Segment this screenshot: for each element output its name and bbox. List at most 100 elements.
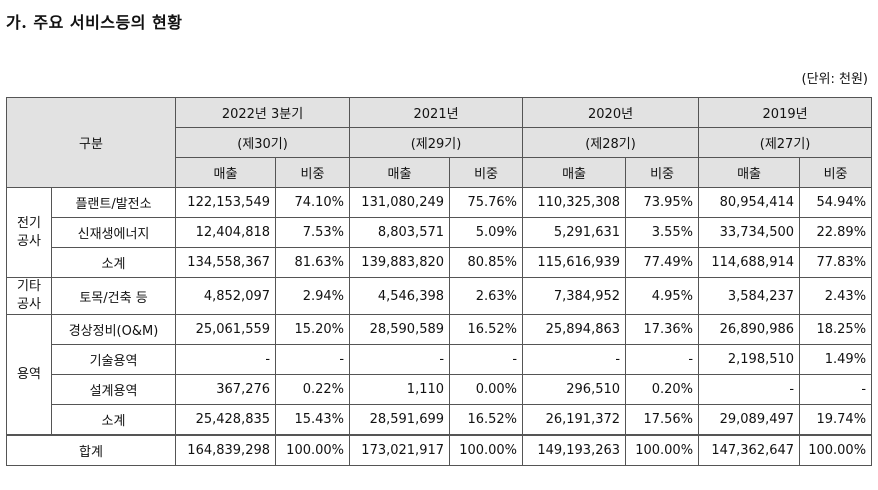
ratio-cell: 77.83%	[799, 247, 873, 278]
ratio-cell: 15.20%	[275, 314, 351, 345]
ratio-cell: 4.95%	[625, 277, 700, 315]
header-sales: 매출	[698, 157, 801, 188]
ratio-cell: 2.43%	[799, 277, 873, 315]
sales-cell: 7,384,952	[522, 277, 627, 315]
ratio-cell: 0.20%	[625, 374, 700, 405]
table-row: 용역 경상정비(O&M) 25,061,559 15.20% 28,590,589 16.…	[6, 314, 873, 436]
row-label: 소계	[50, 404, 177, 436]
row-label: 설계용역	[50, 374, 177, 405]
ratio-cell: 19.74%	[799, 404, 873, 436]
row-label: 경상정비(O&M)	[50, 314, 177, 345]
services-table: 구분 2022년 3분기 2021년 2020년 2019년 (제30기) (제…	[5, 97, 873, 466]
sales-cell: 4,852,097	[175, 277, 277, 315]
ratio-cell: 100.00%	[799, 434, 873, 466]
row-label: 기술용역	[50, 344, 177, 375]
header-ratio: 비중	[799, 157, 873, 188]
ratio-cell: 16.52%	[449, 314, 524, 345]
table-row: 소계 25,428,835 15.43% 28,591,699 16.52% 26,191…	[7, 404, 873, 436]
ratio-cell: 77.49%	[625, 247, 700, 278]
sales-cell: 5,291,631	[522, 217, 627, 248]
sales-cell: 134,558,367	[175, 247, 277, 278]
table-row: 신재생에너지 12,404,818 7.53% 8,803,571 5.09% 5,291…	[7, 217, 873, 248]
ratio-cell: 80.85%	[449, 247, 524, 278]
ratio-cell: 100.00%	[449, 434, 524, 466]
ratio-cell: 18.25%	[799, 314, 873, 345]
ratio-cell: 7.53%	[275, 217, 351, 248]
sales-cell: 25,428,835	[175, 404, 277, 436]
header-term: (제28기)	[522, 127, 700, 158]
sales-cell: 80,954,414	[698, 187, 801, 218]
ratio-cell: -	[799, 374, 873, 405]
sales-cell: 164,839,298	[175, 434, 277, 466]
ratio-cell: 0.00%	[449, 374, 524, 405]
table-row: 기술용역 - - - - - -2,198,510 1.49%	[7, 344, 873, 375]
sales-cell: 149,193,263	[522, 434, 627, 466]
ratio-cell: 100.00%	[625, 434, 700, 466]
ratio-cell: 74.10%	[275, 187, 351, 218]
sales-cell: 33,734,500	[698, 217, 801, 248]
sales-cell: 25,061,559	[175, 314, 277, 345]
total-row: 합계 164,839,298 100.00% 173,021,917 100.00% 14…	[5, 434, 873, 466]
sales-cell: 28,591,699	[349, 404, 451, 436]
row-label: 토목/건축 등	[50, 277, 177, 315]
sales-cell: -	[522, 344, 627, 375]
ratio-cell: 75.76%	[449, 187, 524, 218]
sales-cell: 26,890,986	[698, 314, 801, 345]
sales-cell: 367,276	[175, 374, 277, 405]
header-term: (제30기)	[175, 127, 351, 158]
ratio-cell: 22.89%	[799, 217, 873, 248]
sales-cell: 12,404,818	[175, 217, 277, 248]
group-label: 용역	[6, 314, 52, 436]
unit-label: (단위: 천원)	[801, 72, 869, 87]
ratio-cell: 73.95%	[625, 187, 700, 218]
sales-cell: 296,510	[522, 374, 627, 405]
sales-cell: -	[349, 344, 451, 375]
ratio-cell: 2.63%	[449, 277, 524, 315]
table-row: 설계용역 367,276 0.22% 1,110 0.00% 296,510 0.20% - -	[7, 374, 873, 405]
ratio-cell: 1.49%	[799, 344, 873, 375]
sales-cell: 28,590,589	[349, 314, 451, 345]
header-ratio: 비중	[625, 157, 700, 188]
sales-cell: 3,584,237	[698, 277, 801, 315]
table-row: 소계 134,558,367 81.63% 139,883,820 80.85% 115,…	[7, 247, 873, 278]
sales-cell: -	[175, 344, 277, 375]
table-row: 전기 공사 플랜트/발전소 122,153,549 74.10% 131,080,249 7…	[6, 187, 873, 278]
ratio-cell: 2.94%	[275, 277, 351, 315]
ratio-cell: 0.22%	[275, 374, 351, 405]
ratio-cell: 100.00%	[275, 434, 351, 466]
header-year: 2022년 3분기	[175, 97, 351, 128]
sales-cell: 139,883,820	[349, 247, 451, 278]
sales-cell: 8,803,571	[349, 217, 451, 248]
ratio-cell: 16.52%	[449, 404, 524, 436]
ratio-cell: 15.43%	[275, 404, 351, 436]
ratio-cell: 81.63%	[275, 247, 351, 278]
header-ratio: 비중	[449, 157, 524, 188]
ratio-cell: -	[625, 344, 700, 375]
header-ratio: 비중	[275, 157, 351, 188]
ratio-cell: 17.56%	[625, 404, 700, 436]
header-sales: 매출	[175, 157, 277, 188]
group-label: 전기 공사	[6, 187, 52, 278]
section-title: 가. 주요 서비스등의 현황	[6, 13, 183, 32]
sales-cell: 173,021,917	[349, 434, 451, 466]
sales-cell: 4,546,398	[349, 277, 451, 315]
header-year: 2019년	[698, 97, 873, 128]
header-sales: 매출	[522, 157, 627, 188]
header-year: 2021년	[349, 97, 524, 128]
sales-cell: -	[698, 374, 801, 405]
sales-cell: 26,191,372	[522, 404, 627, 436]
group-label: 기타 공사	[6, 277, 52, 315]
sales-cell: 1,110	[349, 374, 451, 405]
row-label: 신재생에너지	[50, 217, 177, 248]
sales-cell: 110,325,308	[522, 187, 627, 218]
header-year: 2020년	[522, 97, 700, 128]
ratio-cell: 54.94%	[799, 187, 873, 218]
header-category: 구분	[5, 97, 177, 188]
total-label: 합계	[5, 434, 177, 466]
ratio-cell: -	[275, 344, 351, 375]
sales-cell: 2,198,510	[698, 344, 801, 375]
header-sales: 매출	[349, 157, 451, 188]
row-label: 플랜트/발전소	[50, 187, 177, 218]
ratio-cell: 17.36%	[625, 314, 700, 345]
sales-cell: 114,688,914	[698, 247, 801, 278]
